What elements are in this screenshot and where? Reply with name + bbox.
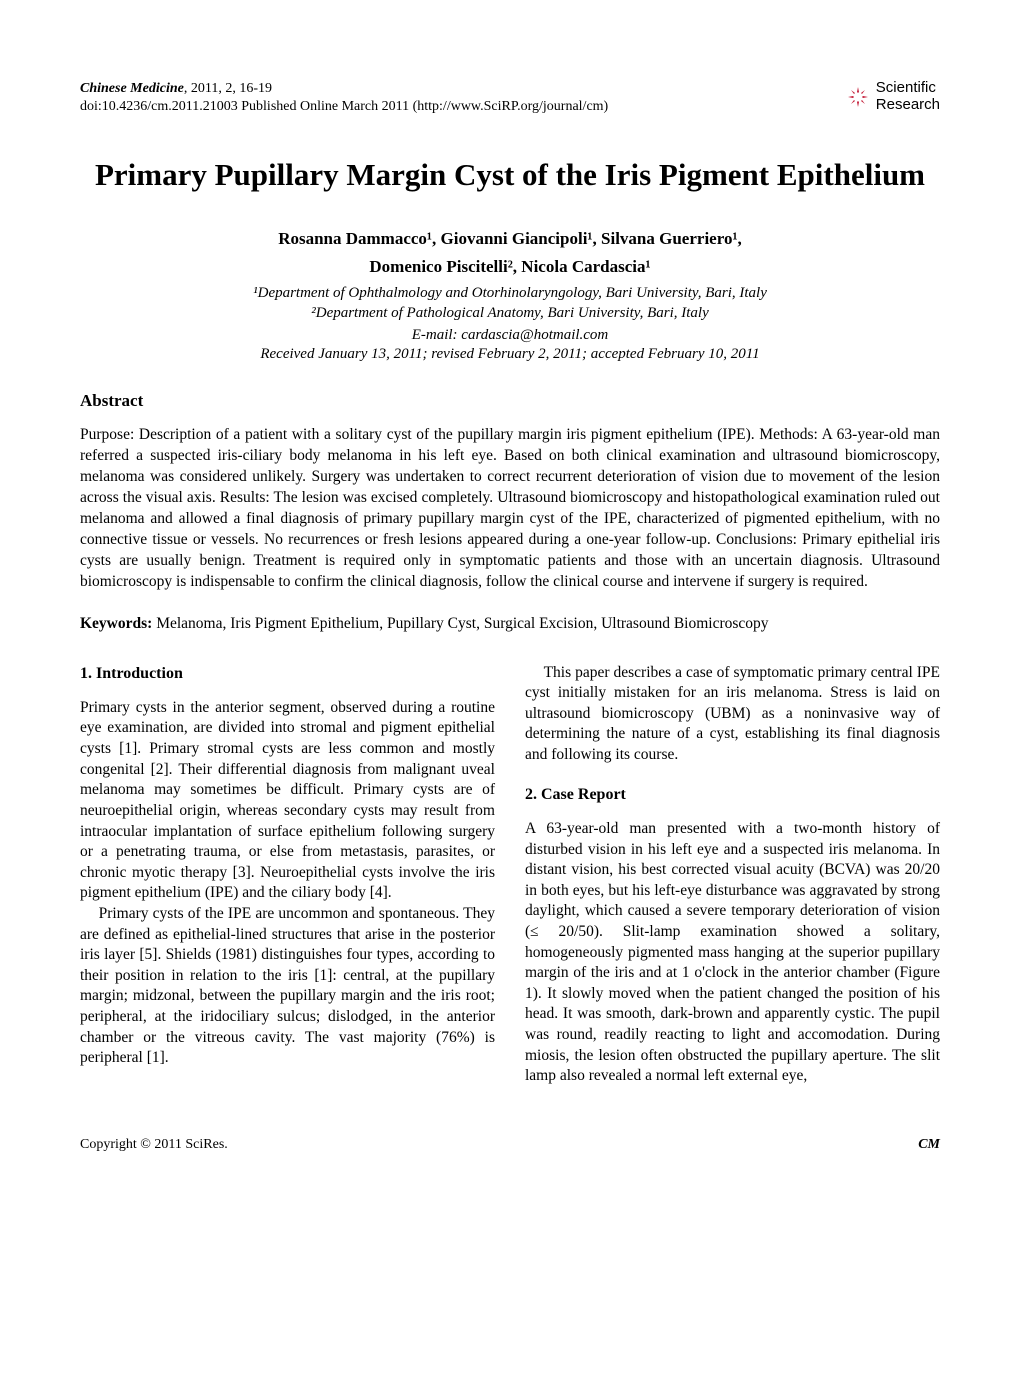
scirp-logo-icon <box>846 85 870 109</box>
journal-info: Chinese Medicine, 2011, 2, 16-19 doi:10.… <box>80 80 608 116</box>
right-column: This paper describes a case of symptomat… <box>525 663 940 1087</box>
email-label: E-mail <box>412 327 453 343</box>
intro-paragraph-3: This paper describes a case of symptomat… <box>525 663 940 766</box>
abstract-text: Purpose: Description of a patient with a… <box>80 425 940 592</box>
keywords-line: Keywords: Melanoma, Iris Pigment Epithel… <box>80 615 940 633</box>
intro-paragraph-2: Primary cysts of the IPE are uncommon an… <box>80 904 495 1069</box>
article-title: Primary Pupillary Margin Cyst of the Iri… <box>80 156 940 195</box>
logo-line1: Scientific <box>876 80 940 97</box>
journal-name: Chinese Medicine <box>80 81 184 96</box>
case-paragraph-1: A 63-year-old man presented with a two-m… <box>525 819 940 1087</box>
keywords-label: Keywords: <box>80 615 152 632</box>
abstract-heading: Abstract <box>80 391 940 411</box>
doi-line: doi:10.4236/cm.2011.21003 Published Onli… <box>80 98 608 116</box>
intro-heading: 1. Introduction <box>80 663 495 684</box>
affiliation-1: ¹Department of Ophthalmology and Otorhin… <box>80 283 940 303</box>
affiliation-2: ²Department of Pathological Anatomy, Bar… <box>80 303 940 323</box>
journal-vol-pages: , 2011, 2, 16-19 <box>184 81 272 96</box>
affiliations: ¹Department of Ophthalmology and Otorhin… <box>80 283 940 324</box>
email-line: E-mail: cardascia@hotmail.com <box>80 327 940 344</box>
publisher-logo: Scientific Research <box>846 80 940 113</box>
dates-line: Received January 13, 2011; revised Febru… <box>80 346 940 363</box>
journal-citation: Chinese Medicine, 2011, 2, 16-19 <box>80 80 608 98</box>
authors-line2: Domenico Piscitelli², Nicola Cardascia¹ <box>80 255 940 279</box>
intro-paragraph-1: Primary cysts in the anterior segment, o… <box>80 698 495 904</box>
publisher-logo-text: Scientific Research <box>876 80 940 113</box>
keywords-text: Melanoma, Iris Pigment Epithelium, Pupil… <box>152 615 768 632</box>
body-columns: 1. Introduction Primary cysts in the ant… <box>80 663 940 1087</box>
email-value: : cardascia@hotmail.com <box>453 327 609 343</box>
page-header: Chinese Medicine, 2011, 2, 16-19 doi:10.… <box>80 80 940 116</box>
authors-line1: Rosanna Dammacco¹, Giovanni Giancipoli¹,… <box>80 227 940 251</box>
left-column: 1. Introduction Primary cysts in the ant… <box>80 663 495 1087</box>
case-report-heading: 2. Case Report <box>525 784 940 805</box>
journal-abbrev: CM <box>918 1137 940 1153</box>
copyright-text: Copyright © 2011 SciRes. <box>80 1137 228 1153</box>
page-footer: Copyright © 2011 SciRes. CM <box>80 1137 940 1153</box>
logo-line2: Research <box>876 97 940 114</box>
